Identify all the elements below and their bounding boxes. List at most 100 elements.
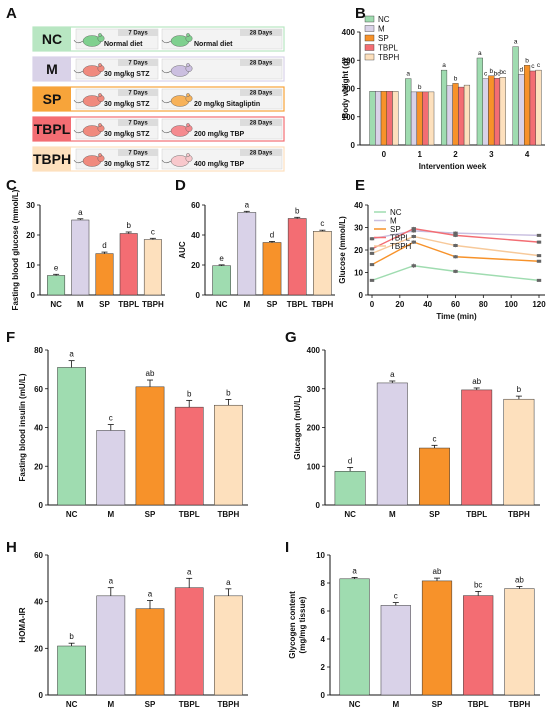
bar-m — [96, 430, 126, 506]
x-tick-label: SP — [432, 700, 443, 709]
x-tick-label: NC — [66, 700, 78, 709]
bar-m — [380, 605, 411, 696]
bar-tbph — [143, 239, 162, 296]
y-tick-label: 40 — [191, 231, 200, 240]
y-tick-label: 20 — [34, 644, 43, 653]
x-tick-label: TBPH — [508, 510, 530, 519]
x-tick-label: TBPL — [468, 700, 489, 709]
significance-letter: a — [352, 566, 357, 575]
x-tick-label: SP — [99, 300, 110, 309]
bar-sp-week-1 — [416, 91, 423, 146]
significance-letter: d — [102, 241, 106, 250]
x-tick-label: TBPL — [466, 510, 487, 519]
data-point-m — [411, 229, 416, 233]
mouse-tail — [73, 39, 84, 44]
design-row-tbpl: TBPL 7 Days 30 mg/kg STZ 28 Days 200 mg/kg T… — [32, 116, 285, 142]
significance-letter: bc — [474, 580, 482, 589]
chart-c: 0 10 20 30 Fasting blood glucose (mmol/L) e NC… — [11, 189, 165, 310]
y-tick-label: 300 — [307, 385, 321, 394]
significance-letter: bc — [494, 70, 502, 77]
bar-nc-week-0 — [369, 91, 376, 146]
y-axis-label: Glucagon (mU/L) — [293, 395, 302, 460]
design-row-sp: SP 7 Days 30 mg/kg STZ 28 Days 20 mg/kg Sita… — [32, 86, 285, 112]
y-tick-label: 60 — [34, 385, 43, 394]
significance-letter: a — [514, 39, 518, 46]
y-tick-label: 60 — [34, 551, 43, 560]
bar-m — [96, 595, 126, 696]
bar-sp-week-4 — [524, 65, 531, 146]
x-tick-label: M — [107, 700, 114, 709]
x-tick-label: 80 — [479, 300, 488, 309]
phase-right-days: 28 Days — [250, 61, 273, 67]
y-axis-label: HOMA-IR — [18, 607, 27, 642]
bar-m — [376, 382, 408, 506]
legend-label-nc: NC — [378, 15, 390, 24]
phase-left-days: 7 Days — [128, 91, 148, 97]
significance-letter: b — [69, 632, 74, 641]
series-line-nc — [371, 265, 540, 282]
data-point-m — [453, 231, 458, 235]
x-tick-label: M — [107, 510, 114, 519]
significance-letter: d — [348, 456, 352, 465]
mouse-tail — [73, 159, 84, 164]
legend-label-tbpl: TBPL — [390, 234, 411, 243]
significance-letter: e — [219, 254, 224, 263]
bar-sp — [135, 386, 165, 506]
bar-tbph — [503, 398, 535, 506]
mouse-icon — [161, 153, 193, 167]
y-axis-label: (mg/mg tissue) — [298, 596, 307, 653]
data-point-sp — [453, 255, 458, 259]
group-box — [33, 147, 71, 171]
x-tick-label: 100 — [504, 300, 518, 309]
series-line-tbph — [371, 235, 540, 257]
bar-sp — [262, 242, 282, 296]
bar-tbpl-week-1 — [422, 91, 429, 146]
significance-letter: b — [525, 57, 529, 64]
mouse-ear — [98, 63, 102, 67]
significance-letter: d — [520, 66, 524, 73]
panel-label-c: C — [6, 177, 17, 194]
panel-label-i: I — [285, 539, 289, 556]
legend-swatch-tbph — [364, 53, 375, 61]
bar-sp — [421, 580, 453, 696]
bar-sp — [419, 447, 450, 506]
bar-tbpl-week-0 — [386, 91, 393, 146]
y-tick-label: 8 — [321, 579, 326, 588]
chart-h: 0 20 40 60 HOMA-IR b NC a Ma SP a TBPL a TBPH — [18, 551, 248, 709]
chart-i: 0 2 4 6 8 10 Glycogen content (mg/mg tissue) a NC… — [288, 551, 540, 709]
bar-tbpl — [174, 587, 204, 696]
mouse-icon — [161, 33, 193, 47]
group-name: M — [46, 61, 58, 77]
mouse-icon — [161, 63, 193, 77]
significance-letter: ab — [433, 567, 442, 576]
phase-right-days: 28 Days — [250, 31, 273, 37]
significance-letter: bc — [499, 69, 507, 76]
series-line-sp — [371, 241, 540, 266]
bar-tbph-week-3 — [499, 76, 506, 146]
x-tick-label: 1 — [417, 150, 422, 159]
bar-m-week-3 — [482, 78, 489, 146]
legend-label-tbph: TBPH — [390, 242, 412, 251]
bar-tbpl — [461, 389, 493, 506]
x-tick-label: TBPH — [218, 510, 240, 519]
legend-label-tbpl: TBPL — [378, 44, 399, 53]
chart-d: 0 20 40 60 AUC e NC a Md SP b TBPL c TBPH — [178, 200, 335, 309]
x-tick-label: 4 — [525, 150, 530, 159]
y-tick-label: 6 — [321, 607, 326, 616]
significance-letter: c — [394, 592, 398, 601]
y-tick-label: 0 — [196, 291, 201, 300]
x-tick-label: 0 — [382, 150, 387, 159]
y-tick-label: 0 — [39, 691, 44, 700]
legend-swatch-tbpl — [364, 44, 375, 51]
y-tick-label: 40 — [354, 201, 363, 210]
phase-right-days: 28 Days — [250, 91, 273, 97]
panel-label-e: E — [355, 177, 365, 194]
x-tick-label: 40 — [423, 300, 432, 309]
panel-label-g: G — [285, 329, 297, 346]
y-tick-label: 20 — [26, 231, 35, 240]
legend-label-nc: NC — [390, 208, 402, 217]
x-tick-label: TBPL — [179, 700, 200, 709]
x-tick-label: M — [392, 700, 399, 709]
bar-tbpl — [174, 406, 204, 506]
design-row-nc: NC 7 Days Normal diet 28 Days Normal diet — [32, 26, 285, 52]
